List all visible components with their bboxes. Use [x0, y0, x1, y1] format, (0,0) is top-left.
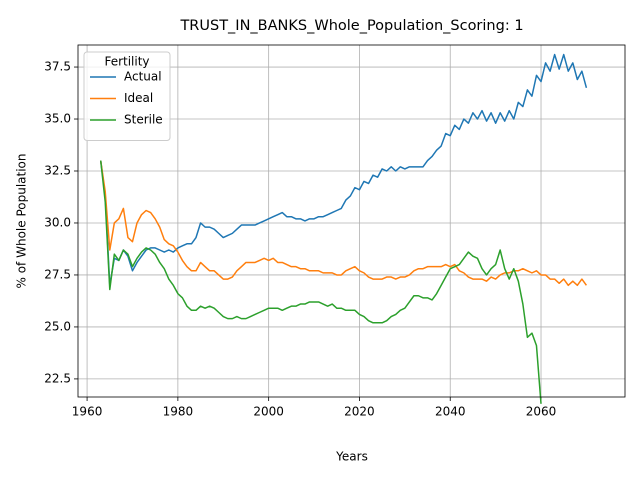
y-axis-label: % of Whole Population [15, 154, 29, 289]
legend-label: Sterile [124, 113, 163, 127]
y-tick-label: 30.0 [44, 215, 71, 229]
x-axis-label: Years [335, 450, 368, 464]
chart-title: TRUST_IN_BANKS_Whole_Population_Scoring:… [179, 18, 523, 34]
y-tick-label: 37.5 [44, 60, 71, 74]
legend-box [83, 51, 171, 141]
x-tick-label: 2040 [435, 405, 466, 419]
x-tick-label: 1980 [163, 405, 194, 419]
x-tick-label: 2020 [344, 405, 375, 419]
legend-label: Actual [124, 70, 162, 84]
x-tick-label: 2000 [253, 405, 284, 419]
y-tick-label: 25.0 [44, 319, 71, 333]
y-tick-label: 22.5 [44, 371, 71, 385]
series-line [99, 53, 588, 287]
x-tick-label: 2060 [526, 405, 557, 419]
plot-frame [77, 44, 626, 398]
y-tick-label: 35.0 [44, 112, 71, 126]
x-tick-label: 1960 [72, 405, 103, 419]
y-tick-label: 32.5 [44, 163, 71, 177]
y-tick-label: 27.5 [44, 267, 71, 281]
series-line [99, 160, 588, 287]
legend-title: Fertility [104, 55, 149, 69]
series-line [99, 160, 542, 404]
legend-label: Ideal [124, 91, 153, 105]
